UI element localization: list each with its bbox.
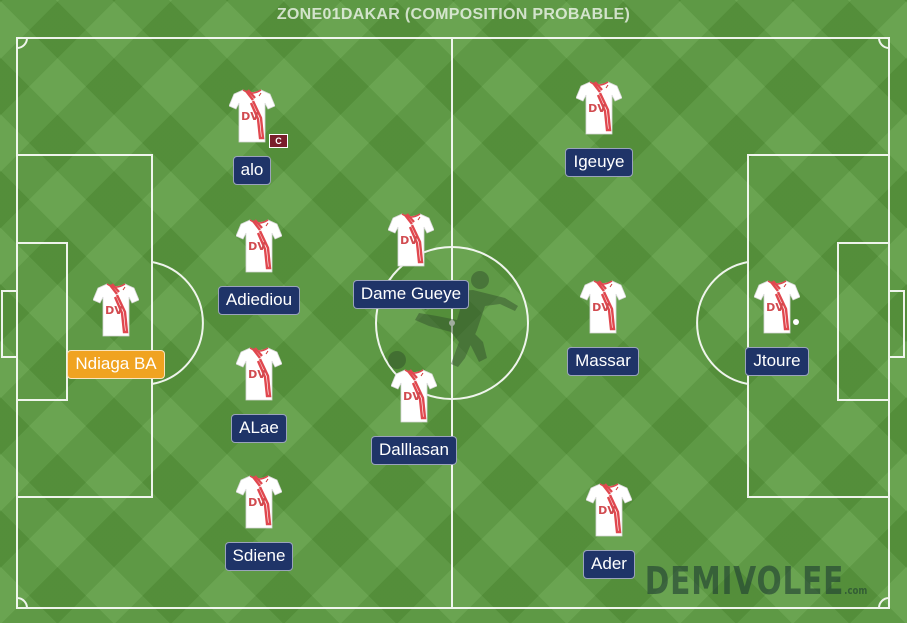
- svg-text:DV: DV: [248, 496, 266, 509]
- player-alae[interactable]: DV ALae: [189, 346, 329, 443]
- jersey-icon: DV: [236, 219, 282, 273]
- player-name-tag: Ndiaga BA: [67, 350, 165, 379]
- player-name-tag: Jtoure: [745, 347, 809, 376]
- jersey-icon: DV: [236, 347, 282, 401]
- brand-logo: DEMIVOLEE.com: [644, 559, 867, 603]
- player-name-tag: Ader: [583, 550, 635, 579]
- svg-text:DV: DV: [105, 304, 123, 317]
- player-name-tag: alo: [232, 156, 272, 185]
- svg-text:DV: DV: [241, 110, 259, 123]
- player-name-tag: Massar: [567, 347, 639, 376]
- player-massar[interactable]: DV Massar: [533, 279, 673, 376]
- jersey-icon: DV: [229, 89, 275, 143]
- player-igeuye[interactable]: DV Igeuye: [529, 80, 669, 177]
- player-name-tag: Igeuye: [565, 148, 633, 177]
- jersey-icon: DV: [754, 280, 800, 334]
- svg-text:DV: DV: [766, 301, 784, 314]
- player-silhouette-watermark: [388, 271, 518, 369]
- player-name-tag: Dame Gueye: [352, 280, 470, 309]
- svg-text:DV: DV: [403, 390, 421, 403]
- player-name-tag: Sdiene: [224, 542, 294, 571]
- player-dame-gueye[interactable]: DV Dame Gueye: [341, 212, 481, 309]
- svg-text:DV: DV: [248, 368, 266, 381]
- player-dalllasan[interactable]: DV Dalllasan: [344, 368, 484, 465]
- player-name-tag: Dalllasan: [371, 436, 457, 465]
- ball-icon: [793, 319, 799, 325]
- jersey-icon: DV: [391, 369, 437, 423]
- jersey-icon: DV: [576, 81, 622, 135]
- lineup-title: ZONE01DAKAR (COMPOSITION PROBABLE): [276, 6, 631, 23]
- svg-text:DV: DV: [248, 240, 266, 253]
- svg-text:DV: DV: [588, 102, 606, 115]
- player-adiediou[interactable]: DV Adiediou: [189, 218, 329, 315]
- jersey-icon: DV: [586, 483, 632, 537]
- jersey-icon: DV: [388, 213, 434, 267]
- player-sdiene[interactable]: DV Sdiene: [189, 474, 329, 571]
- player-jtoure[interactable]: DV Jtoure: [707, 279, 847, 376]
- brand-name: DEMIVOLEE: [644, 559, 844, 603]
- captain-badge: C: [269, 134, 288, 148]
- player-ndiaga-ba[interactable]: DV Ndiaga BA: [46, 282, 186, 379]
- brand-suffix: .com: [843, 584, 867, 597]
- player-name-tag: ALae: [231, 414, 287, 443]
- svg-text:DV: DV: [400, 234, 418, 247]
- svg-text:DV: DV: [592, 301, 610, 314]
- jersey-icon: DV: [580, 280, 626, 334]
- svg-text:DV: DV: [598, 504, 616, 517]
- player-name-tag: Adiediou: [217, 286, 301, 315]
- player-ader[interactable]: DV Ader: [539, 482, 679, 579]
- jersey-icon: DV: [93, 283, 139, 337]
- jersey-icon: DV: [236, 475, 282, 529]
